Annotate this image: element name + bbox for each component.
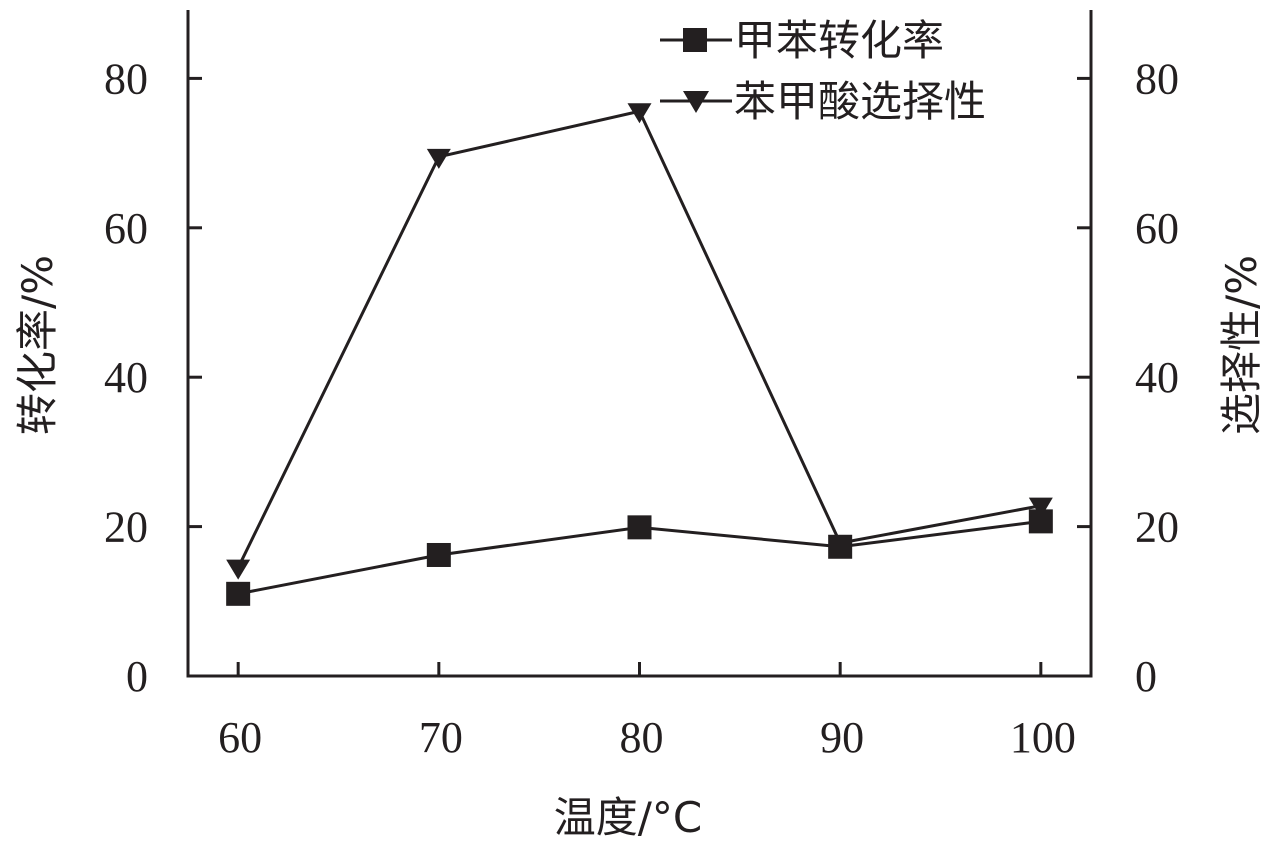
- legend-square-marker: [683, 28, 707, 52]
- x-tick-label: 70: [419, 713, 463, 762]
- y-right-tick-label: 0: [1135, 652, 1157, 701]
- x-tick-label: 60: [218, 713, 262, 762]
- data-point-conversion: [828, 534, 853, 559]
- data-point-conversion: [426, 542, 451, 567]
- series-line-selectivity: [236, 109, 1042, 569]
- y-left-tick-label: 0: [126, 652, 148, 701]
- y-right-tick-label: 80: [1135, 54, 1179, 103]
- legend-item-conversion: 甲苯转化率: [660, 16, 944, 65]
- data-point-selectivity: [1028, 497, 1053, 518]
- y-left-tick-label: 40: [104, 353, 148, 402]
- data-point-conversion: [226, 581, 251, 606]
- y-right-tick-label: 40: [1135, 353, 1179, 402]
- y-right-tick-label: 60: [1135, 204, 1179, 253]
- x-tick-label: 100: [1010, 713, 1076, 762]
- series-layer: [226, 103, 1053, 606]
- y-left-tick-label: 20: [104, 503, 148, 552]
- y-left-ticks: 0 20 40 60 80: [104, 54, 202, 701]
- x-tick-label: 90: [820, 713, 864, 762]
- x-ticks: 60 70 80 90 100: [218, 662, 1076, 762]
- legend-triangle-marker: [683, 91, 709, 113]
- y-axis-right-label: 选择性/%: [1217, 255, 1266, 435]
- y-left-tick-label: 60: [104, 204, 148, 253]
- x-axis-label: 温度/°C: [554, 793, 702, 842]
- data-point-conversion: [627, 515, 652, 540]
- data-point-selectivity: [426, 148, 451, 169]
- legend-label-selectivity: 苯甲酸选择性: [734, 77, 986, 126]
- legend-item-selectivity: 苯甲酸选择性: [660, 77, 986, 126]
- y-axis-left-label: 转化率/%: [13, 255, 62, 435]
- data-point-selectivity: [627, 103, 652, 124]
- legend: 甲苯转化率 苯甲酸选择性: [660, 16, 986, 126]
- data-point-selectivity: [226, 559, 251, 580]
- y-right-tick-label: 20: [1135, 503, 1179, 552]
- x-tick-label: 80: [620, 713, 664, 762]
- legend-label-conversion: 甲苯转化率: [734, 16, 944, 65]
- y-right-ticks: 0 20 40 60 80: [1077, 54, 1179, 701]
- data-point-conversion: [1028, 509, 1053, 534]
- y-left-tick-label: 80: [104, 54, 148, 103]
